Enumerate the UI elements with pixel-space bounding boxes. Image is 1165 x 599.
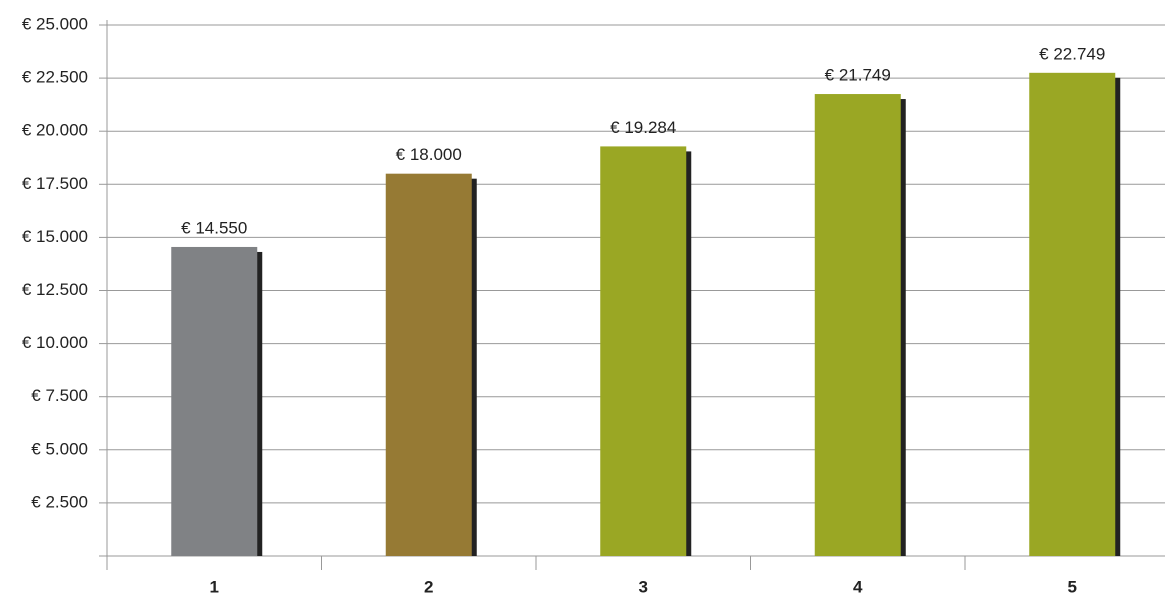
data-label: € 14.550 xyxy=(181,218,247,237)
x-tick-label: 1 xyxy=(210,577,219,596)
data-label: € 19.284 xyxy=(610,118,676,137)
y-tick-label: € 20.000 xyxy=(22,121,88,140)
x-tick-label: 3 xyxy=(639,577,648,596)
data-label: € 22.749 xyxy=(1039,44,1105,63)
x-tick-label: 2 xyxy=(424,577,433,596)
bar xyxy=(600,146,687,556)
bar xyxy=(814,94,901,556)
bar xyxy=(171,246,258,556)
y-tick-label: € 15.000 xyxy=(22,227,88,246)
y-tick-label: € 17.500 xyxy=(22,174,88,193)
x-tick-label: 5 xyxy=(1068,577,1077,596)
y-tick-label: € 25.000 xyxy=(22,14,88,33)
data-label: € 21.749 xyxy=(825,66,891,85)
y-tick-label: € 5.000 xyxy=(31,439,88,458)
bar xyxy=(1029,72,1116,556)
data-label: € 18.000 xyxy=(396,145,462,164)
x-tick-label: 4 xyxy=(853,577,863,596)
y-tick-label: € 7.500 xyxy=(31,386,88,405)
y-tick-label: € 22.500 xyxy=(22,68,88,87)
y-tick-label: € 10.000 xyxy=(22,333,88,352)
bar xyxy=(385,173,472,556)
y-tick-label: € 2.500 xyxy=(31,492,88,511)
y-tick-label: € 12.500 xyxy=(22,280,88,299)
